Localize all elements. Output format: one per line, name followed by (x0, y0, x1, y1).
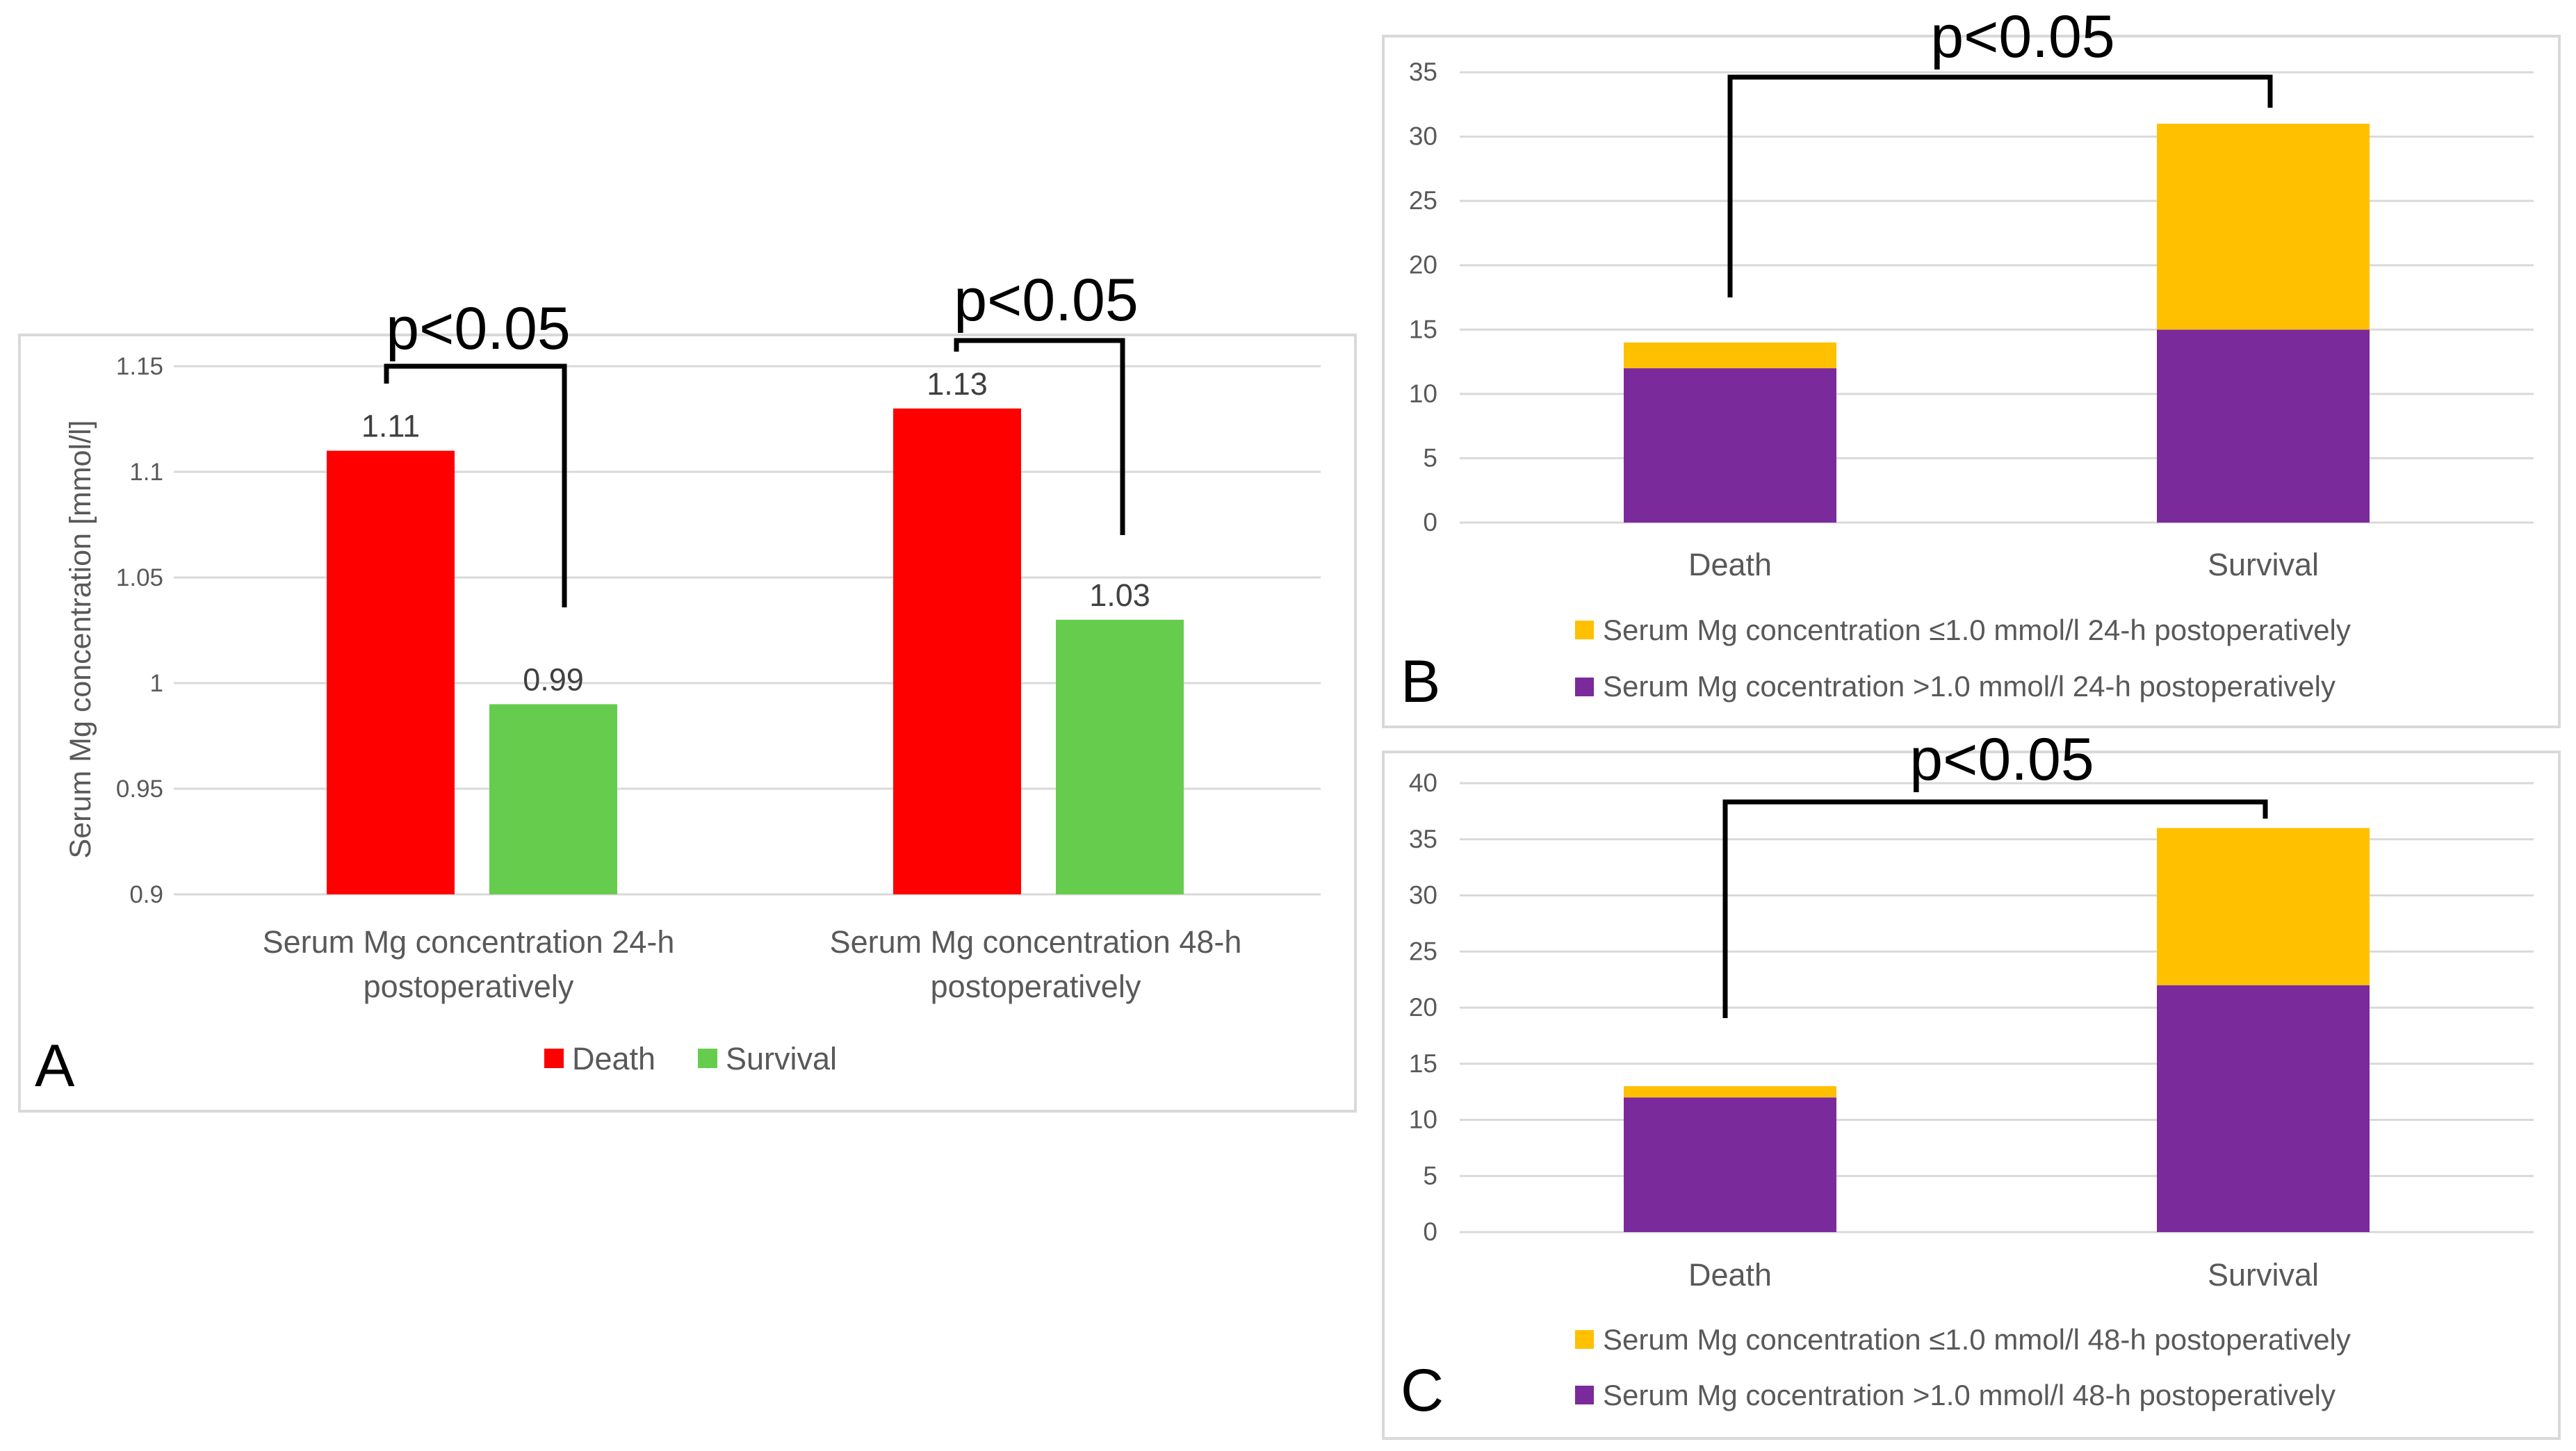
panel-c-significance-bracket (1722, 799, 2268, 1018)
panel-b-legend-high-label: Serum Mg cocentration >1.0 mmol/l 24-h p… (1603, 670, 2335, 703)
panel-a-data-label-survival-2: 1.03 (1089, 577, 1150, 613)
panel-c-y-tick-label: 5 (1423, 1161, 1437, 1190)
panel-b-category-survival: Survival (2208, 547, 2319, 582)
panel-a-category-2-line-1: Serum Mg concentration 48-h (830, 924, 1242, 960)
panel-c-letter: C (1401, 1357, 1444, 1424)
panel-c-y-tick-label: 25 (1409, 937, 1437, 965)
panel-b-y-tick-label: 5 (1423, 443, 1437, 472)
panel-a-significance-bracket-1 (384, 363, 567, 607)
panel-b-significance-label: p<0.05 (1930, 3, 2114, 70)
panel-a-bar-survival-1 (489, 704, 617, 894)
panel-c-y-tick-label: 0 (1423, 1218, 1437, 1246)
panel-a-y-axis-label: Serum Mg concentration [mmol/l] (64, 420, 97, 859)
panel-c-y-tick-label: 15 (1409, 1049, 1437, 1078)
panel-b-significance-bracket (1727, 74, 2273, 297)
panel-c-significance-label: p<0.05 (1909, 726, 2094, 793)
panel-a-frame (18, 334, 1357, 1113)
panel-a-legend-survival-label: Survival (726, 1041, 837, 1076)
panel-c-legend-low-swatch (1575, 1330, 1594, 1349)
panel-b-category-death: Death (1688, 547, 1772, 582)
panel-a-y-tick-label: 1.1 (129, 459, 163, 486)
panel-b-y-tick-label: 15 (1409, 315, 1437, 343)
panel-c-category-labels: Death Survival (1688, 1257, 2319, 1293)
panel-b-y-tick-label: 0 (1423, 508, 1437, 536)
panel-a-category-2-line-2: postoperatively (931, 969, 1141, 1004)
panel-a-significance-label-1: p<0.05 (386, 295, 570, 362)
panel-c-legend-high-swatch (1575, 1386, 1594, 1404)
panel-b-y-tick-label: 25 (1409, 186, 1437, 215)
panel-b-y-tick-label: 30 (1409, 122, 1437, 151)
panel-c-bar-death-segment-1 (1624, 1097, 1836, 1232)
panel-b-letter: B (1401, 648, 1440, 715)
panel-b-legend-low-swatch (1575, 621, 1594, 639)
panel-a-bar-survival-2 (1056, 619, 1184, 894)
panel-a-category-1-line-2: postoperatively (364, 969, 574, 1004)
panel-b-category-labels: Death Survival (1688, 547, 2319, 582)
panel-b-bar-death-segment-1 (1624, 368, 1836, 523)
panel-c-y-tick-label: 30 (1409, 881, 1437, 910)
panel-c-category-death: Death (1688, 1257, 1772, 1293)
panel-c-legend-high-label: Serum Mg cocentration >1.0 mmol/l 48-h p… (1603, 1379, 2335, 1411)
panel-b-legend-high-swatch (1575, 678, 1594, 696)
chart-panel-a: 0.9 0.95 1 1.05 1.1 1.15 Serum Mg concentrati… (18, 267, 1357, 1113)
panel-c-bar-survival-segment-1 (2157, 985, 2370, 1232)
panel-a-bar-death-2 (893, 408, 1021, 894)
panel-b-y-ticks: 0 5 10 15 20 25 30 35 (1409, 58, 1437, 536)
panel-c-legend-low-label: Serum Mg concentration ≤1.0 mmol/l 48-h … (1603, 1323, 2351, 1356)
panel-a-data-labels: 1.11 0.99 1.13 1.03 (361, 366, 1150, 698)
panel-a-bars (327, 408, 1184, 894)
panel-c-category-survival: Survival (2208, 1257, 2319, 1293)
panel-c-y-tick-label: 35 (1409, 825, 1437, 853)
panel-c-y-tick-label: 20 (1409, 993, 1437, 1022)
panel-a-legend-death-swatch (544, 1049, 564, 1068)
panel-a-significance-bracket-2 (954, 338, 1125, 535)
panel-b-frame (1382, 35, 2561, 728)
panel-a-category-labels: Serum Mg concentration 24-h postoperativ… (263, 924, 1242, 1004)
panel-c-y-tick-label: 10 (1409, 1106, 1437, 1134)
panel-c-frame (1382, 751, 2561, 1440)
panel-c-y-tick-label: 40 (1409, 769, 1437, 797)
panel-a-letter: A (35, 1033, 75, 1099)
panel-b-y-tick-label: 35 (1409, 58, 1437, 86)
panel-c-y-ticks: 0 5 10 15 20 25 30 35 40 (1409, 769, 1437, 1246)
panel-a-category-1-line-1: Serum Mg concentration 24-h (263, 924, 675, 960)
panel-b-y-tick-label: 10 (1409, 379, 1437, 408)
panel-a-data-label-death-1: 1.11 (361, 409, 420, 444)
panel-a-data-label-survival-1: 0.99 (523, 662, 584, 697)
panel-b-bar-death-segment-2 (1624, 342, 1836, 368)
panel-c-bars (1624, 828, 2370, 1232)
panel-a-legend-survival-swatch (698, 1049, 717, 1068)
chart-panel-b: 0 5 10 15 20 25 30 35 Death Survival p<0.05 Ser… (1382, 3, 2561, 728)
panel-a-bar-death-1 (327, 450, 455, 894)
panel-a-y-tick-label: 1.15 (116, 353, 163, 380)
panel-c-bar-survival-segment-2 (2157, 828, 2370, 985)
panel-a-y-tick-label: 1 (150, 670, 163, 697)
panel-a-y-tick-label: 1.05 (116, 564, 163, 591)
panel-b-bars (1624, 124, 2370, 523)
panel-c-bar-death-segment-2 (1624, 1086, 1836, 1098)
panel-a-y-tick-label: 0.9 (129, 881, 163, 908)
panel-b-legend-low-label: Serum Mg concentration ≤1.0 mmol/l 24-h … (1603, 614, 2351, 646)
panel-b-bar-survival-segment-1 (2157, 329, 2370, 523)
chart-panel-c: 0 5 10 15 20 25 30 35 40 Death Survival p<0.05 S… (1382, 726, 2561, 1440)
panel-a-data-label-death-2: 1.13 (927, 366, 988, 402)
panel-c-gridlines (1460, 782, 2534, 1233)
panel-a-y-tick-label: 0.95 (116, 776, 163, 803)
panel-b-bar-survival-segment-2 (2157, 124, 2370, 330)
panel-a-y-ticks: 0.9 0.95 1 1.05 1.1 1.15 (116, 353, 163, 908)
panel-a-significance-label-2: p<0.05 (954, 267, 1138, 334)
panel-b-y-tick-label: 20 (1409, 251, 1437, 279)
panel-b-gridlines (1460, 71, 2534, 524)
panel-a-legend-death-label: Death (572, 1041, 655, 1076)
